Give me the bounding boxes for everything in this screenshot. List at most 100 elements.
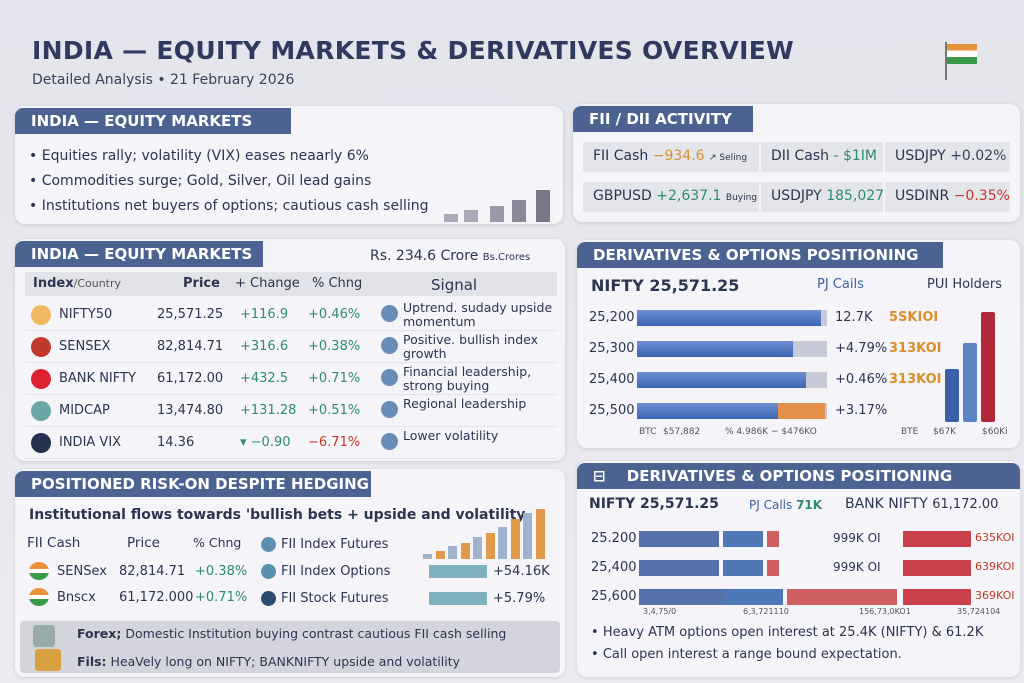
cell-note: ↗ Seling — [709, 153, 748, 163]
index-price: 25,571.25 — [157, 307, 224, 322]
call-bar[interactable] — [637, 341, 793, 357]
mid-oi: 999K OI — [833, 531, 881, 545]
table-row[interactable]: NIFTY50 25,571.25 +116.9 +0.46% Uptrend.… — [25, 299, 557, 331]
index-signal: Positive. bullish index growth — [403, 332, 539, 361]
strike-value: +0.46% — [835, 372, 888, 387]
fii-dii-cell: DII Cash - $1IM — [761, 142, 883, 172]
us-flag-icon — [31, 337, 51, 357]
india-flag-icon — [945, 42, 947, 80]
put-oi-bar[interactable] — [767, 531, 779, 547]
put-oi-bar[interactable] — [903, 560, 971, 576]
note-key: Forex; — [77, 626, 122, 641]
put-bar[interactable] — [777, 403, 826, 419]
nifty-icon — [31, 305, 51, 325]
signal-icon — [381, 369, 398, 386]
forex-icon — [33, 625, 55, 647]
index-pct: +0.51% — [308, 403, 361, 418]
strike-value: +3.17% — [835, 403, 888, 418]
call-bar[interactable] — [637, 310, 822, 326]
flow-trend-bar — [485, 533, 495, 559]
mini-bar-label: $60Ki — [982, 427, 1008, 437]
bullet-text: Institutions net buyers of options; caut… — [41, 198, 429, 214]
row-name: Bnscx — [57, 590, 96, 605]
bank-value: 61,172.00 — [932, 497, 999, 512]
page-subtitle: Detailed Analysis • 21 February 2026 — [32, 72, 295, 88]
strike-oi: 5SKIOI — [889, 310, 939, 325]
table-row[interactable]: INDIA VIX 14.36 ▾ −0.90 −6.71% Lower vol… — [25, 427, 557, 459]
call-bar[interactable] — [637, 372, 807, 388]
bullet-text: Equities rally; volatility (VIX) eases n… — [41, 148, 369, 164]
flow-value: +5.79% — [493, 591, 546, 606]
table-row[interactable]: BANK NIFTY 61,172.00 +432.5 +0.71% Finan… — [25, 363, 557, 395]
signal-icon — [381, 305, 398, 322]
note-text: Domestic Institution buying contrast cau… — [125, 626, 507, 641]
axis-label: 6,3,721110 — [743, 607, 789, 616]
derivatives-panel-1: DERIVATIVES & OPTIONS POSITIONING NIFTY … — [577, 240, 1020, 448]
index-change: +432.5 — [240, 371, 289, 386]
bullet-text: Heavy ATM options open interest at 25.4K… — [602, 625, 984, 640]
midcap-icon — [31, 401, 51, 421]
flow-label: FII Stock Futures — [281, 591, 389, 606]
col-change: + Change — [235, 276, 300, 291]
col-index: Index — [33, 276, 74, 291]
mini-bar — [945, 369, 959, 422]
call-oi-bar[interactable] — [723, 560, 763, 576]
strike-label: 25,400 — [589, 372, 635, 387]
summary-header: INDIA — EQUITY MARKETS — [15, 108, 291, 134]
index-change: +131.28 — [240, 403, 297, 418]
index-price: 82,814.71 — [157, 339, 224, 354]
col-price: Price — [183, 276, 220, 291]
fii-dii-panel: FII / DII ACTIVITY FII Cash −934.6 ↗ Sel… — [573, 104, 1020, 222]
cell-value: +2,637.1 — [656, 188, 722, 204]
index-change: +116.9 — [240, 307, 289, 322]
strike-label: 25,200 — [589, 310, 635, 325]
fii-dii-cell: FII Cash −934.6 ↗ Seling — [583, 142, 759, 172]
strike-label: 25,600 — [591, 589, 637, 604]
call-bar[interactable] — [637, 403, 778, 419]
cell-label: FII Cash — [593, 148, 649, 164]
cell-label: USDINR — [895, 188, 950, 204]
signal-icon — [381, 433, 398, 450]
put-oi-bar[interactable] — [767, 560, 779, 576]
axis-label: 156,73,0KO1 — [859, 607, 911, 616]
summary-panel: INDIA — EQUITY MARKETS • Equities rally;… — [15, 106, 563, 224]
call-oi-bar[interactable] — [639, 589, 749, 605]
put-oi-bar[interactable] — [787, 589, 897, 605]
header-text: DERIVATIVES & OPTIONS POSITIONING — [626, 467, 953, 485]
footer-label: $57,882 — [663, 427, 701, 437]
table-row[interactable]: MIDCAP 13,474.80 +131.28 +0.51% Regional… — [25, 395, 557, 427]
col-fii-cash: FII Cash — [27, 535, 81, 551]
call-oi-bar[interactable] — [723, 531, 763, 547]
fii-dii-cell: USDJPY +0.02% — [885, 142, 1010, 172]
index-name: INDIA VIX — [59, 435, 122, 450]
derivatives-panel-2: ⊟ DERIVATIVES & OPTIONS POSITIONING NIFT… — [577, 461, 1020, 677]
footer-label: BTC — [639, 427, 657, 437]
flow-label: FII Index Options — [281, 564, 391, 579]
india-flag-icon — [29, 562, 49, 580]
index-pct: +0.38% — [308, 339, 361, 354]
call-oi-bar[interactable] — [639, 560, 719, 576]
row-pct: +0.71% — [195, 590, 248, 605]
equity-amount: Rs. 234.6 Crore Bs.Crores — [370, 248, 530, 264]
col-pct: % Chng — [312, 276, 363, 291]
mini-bar — [963, 342, 977, 422]
index-pct: +0.71% — [308, 371, 361, 386]
strike-oi: 369KOI — [975, 589, 1015, 602]
call-oi-bar[interactable] — [639, 531, 719, 547]
fii-dii-cell: USDJPY 185,027 — [761, 182, 884, 212]
put-oi-bar[interactable] — [903, 531, 971, 547]
calls-value: 71K — [796, 498, 823, 512]
cell-label: GBPUSD — [593, 188, 652, 204]
fii-dii-cell: GBPUSD +2,637.1 Buying — [583, 182, 759, 212]
flow-trend-bar — [510, 519, 520, 559]
call-oi-bar[interactable] — [723, 589, 783, 605]
put-oi-bar[interactable] — [903, 589, 971, 605]
table-row[interactable]: SENSEX 82,814.71 +316.6 +0.38% Positive.… — [25, 331, 557, 363]
equity-panel: INDIA — EQUITY MARKETS Rs. 234.6 Crore B… — [15, 239, 565, 461]
flow-icon — [261, 591, 276, 606]
bank-label: BANK NIFTY — [845, 496, 928, 512]
positioned-headline: Institutional flows towards 'bullish bet… — [29, 507, 526, 523]
flow-trend-bar — [523, 513, 532, 559]
axis-label: 35,724104 — [957, 607, 1001, 616]
summary-bullet: • Equities rally; volatility (VIX) eases… — [29, 148, 369, 164]
